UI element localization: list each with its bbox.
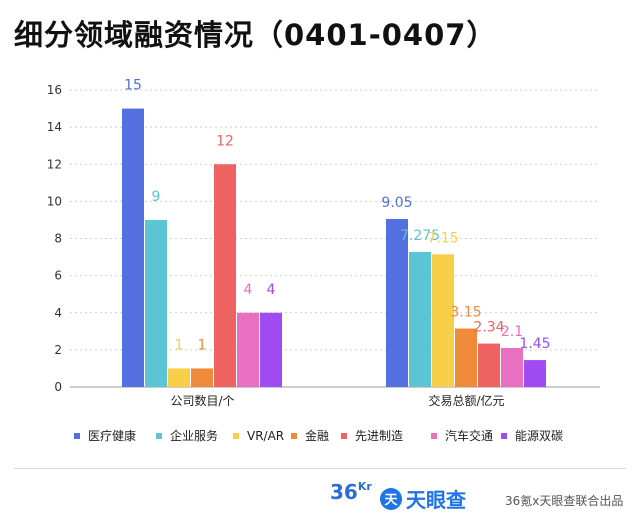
legend-swatch [431,433,437,439]
legend-label: 医疗健康 [88,428,136,443]
y-tick-label: 4 [54,306,62,320]
y-tick-label: 14 [47,120,62,134]
bar-value-label: 7.15 [427,230,458,246]
y-tick-label: 16 [47,83,62,97]
bar [455,328,477,387]
bar [501,348,523,387]
bar-value-label: 15 [124,78,142,94]
bar [168,368,190,387]
bar-chart: 0 2 4 6 8 10 12 14 16 15 9.05 9 7.275 1 7.15 1 3.15 12 2.3… [47,78,600,443]
y-tick-label: 8 [54,232,62,246]
bar [478,343,500,387]
legend-label: 企业服务 [170,428,218,443]
legend-swatch [341,433,347,439]
tianyancha-icon: 天 [380,487,402,510]
bar [191,368,213,387]
legend-swatch [291,433,297,439]
bar-value-label: 1 [175,337,184,353]
bar [524,360,546,387]
bar [260,312,282,387]
y-tick-label: 2 [54,343,62,357]
legend-swatch [233,433,239,439]
bar [409,251,431,387]
legend-label: 汽车交通 [445,428,493,443]
bar-value-label: 4 [267,282,276,298]
x-group-label: 公司数目/个 [170,393,234,408]
bar-value-label: 4 [244,282,253,298]
logo-tianyancha: 天 天眼查 [380,484,466,513]
bar [386,219,408,387]
y-tick-label: 0 [54,380,62,394]
y-tick-label: 12 [47,157,62,171]
legend-label: 先进制造 [355,429,403,443]
bar-value-label: 7.275 [400,228,440,244]
legend-label: VR/AR [247,429,284,443]
legend-label: 能源双碳 [515,429,563,443]
bar [432,254,454,387]
bar-value-label: 1 [198,337,207,353]
bar-value-label: 9.05 [381,195,412,211]
x-group-label: 交易总额/亿元 [428,393,504,408]
legend-swatch [74,433,80,439]
bar-value-label: 3.15 [450,305,481,321]
bar-value-label: 1.45 [519,336,550,352]
bar-value-label: 12 [216,133,234,149]
footer-divider [14,468,626,469]
logo-36kr: 36Kr [330,480,372,504]
bar [237,312,259,387]
bar-value-label: 2.1 [501,324,523,340]
bar [122,108,144,387]
y-tick-label: 6 [54,269,62,283]
legend-swatch [501,433,507,439]
legend-label: 金融 [305,428,329,443]
bar [214,164,236,387]
bar-value-label: 2.34 [473,320,504,336]
bar [145,219,167,387]
chart-title: 细分领域融资情况（0401-0407） [14,18,497,52]
tianyancha-name: 天眼查 [406,488,466,512]
footer: 36Kr 天 天眼查 36氪x天眼查联合出品 [330,480,630,516]
legend-swatch [156,433,162,439]
bar-value-label: 9 [152,189,161,205]
y-tick-label: 10 [47,194,62,208]
credit-text: 36氪x天眼查联合出品 [505,494,624,508]
